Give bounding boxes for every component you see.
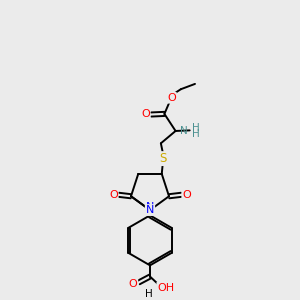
- Text: O: O: [129, 279, 137, 289]
- Text: O: O: [141, 110, 150, 119]
- Text: O: O: [109, 190, 118, 200]
- Text: O: O: [182, 190, 191, 200]
- Text: H: H: [192, 123, 200, 133]
- Text: O: O: [167, 93, 176, 103]
- Text: N: N: [146, 205, 154, 215]
- Text: H: H: [192, 130, 200, 140]
- Text: OH: OH: [157, 283, 174, 293]
- Text: N: N: [146, 202, 154, 212]
- Text: S: S: [160, 152, 167, 165]
- Text: H: H: [145, 289, 152, 299]
- Text: N: N: [180, 126, 187, 136]
